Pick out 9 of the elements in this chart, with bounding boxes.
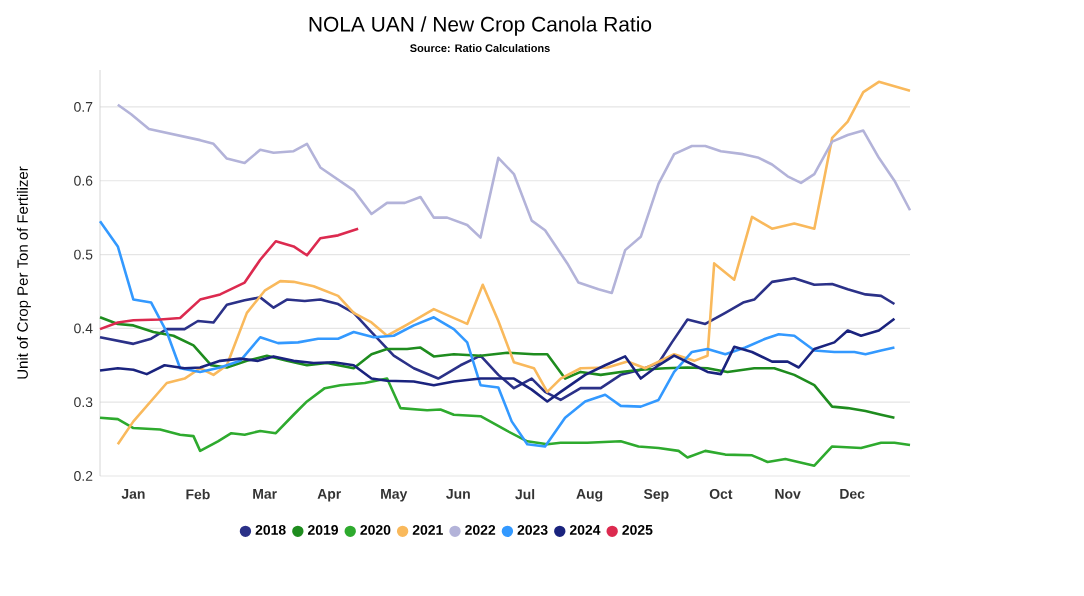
- line-series: [98, 227, 360, 331]
- line-series: [98, 317, 896, 403]
- line-series: [116, 80, 912, 446]
- line-series: [98, 220, 896, 448]
- line-series: [98, 315, 896, 419]
- chart-title: NOLA UAN / New Crop Canola Ratio: [309, 16, 652, 36]
- line-series: [98, 377, 912, 467]
- line-series: [98, 276, 896, 402]
- line-series: [116, 103, 912, 295]
